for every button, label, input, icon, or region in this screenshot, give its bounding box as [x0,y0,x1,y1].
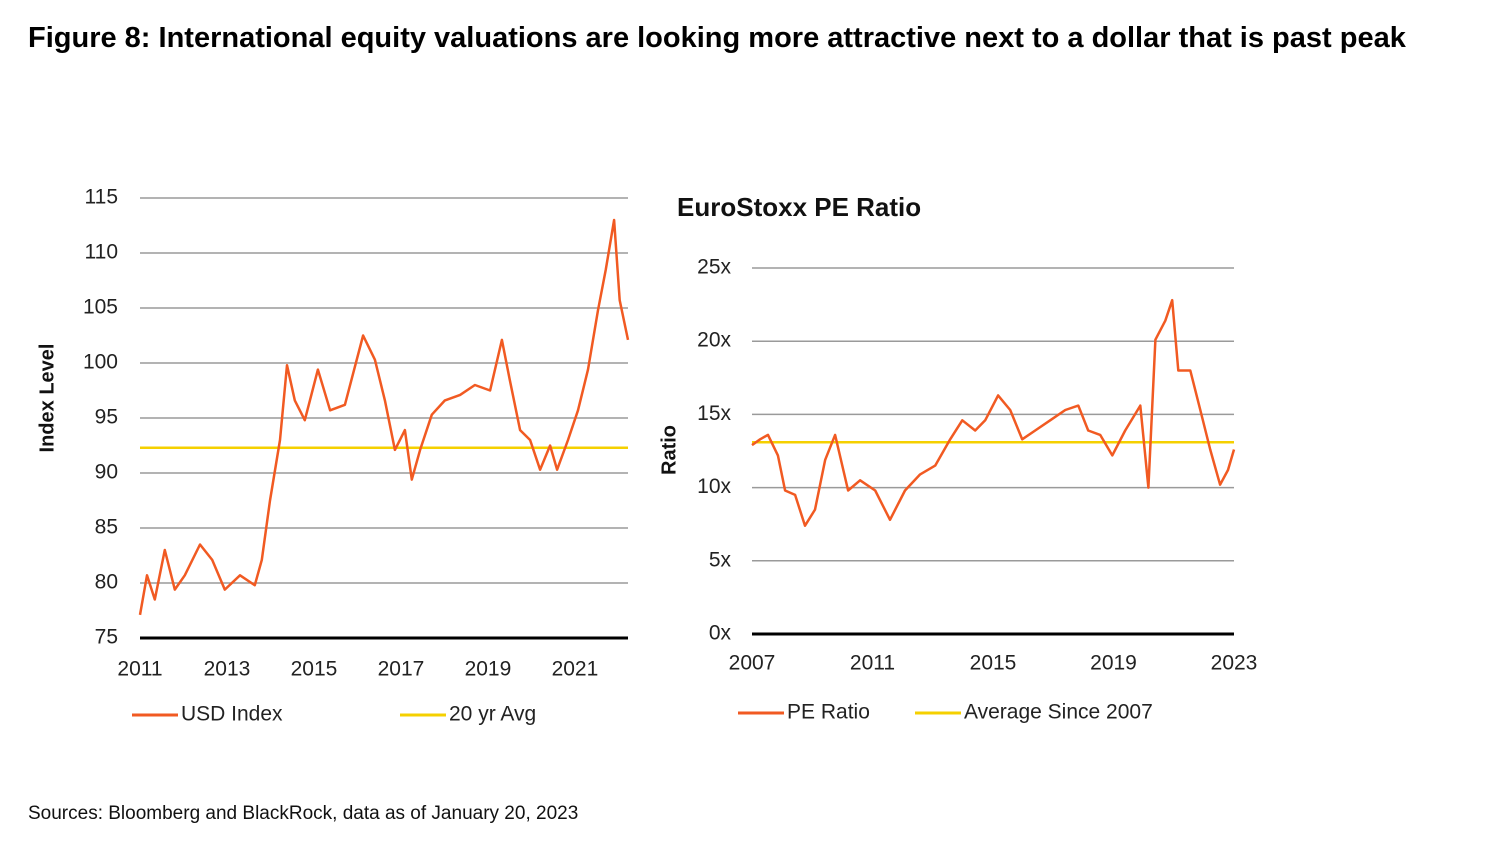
y-tick-label: 80 [95,571,118,594]
x-tick-label: 2023 [1211,652,1258,675]
y-tick-label: 85 [95,516,118,539]
y-tick-label: 105 [83,296,118,319]
y-axis-label: Index Level [36,344,58,453]
y-tick-label: 115 [85,186,118,209]
source-note: Sources: Bloomberg and BlackRock, data a… [28,803,579,824]
x-tick-label: 2007 [729,652,776,675]
x-tick-label: 2011 [117,658,162,681]
data-line [751,298,1236,527]
y-tick-label: 10x [697,475,731,498]
legend-label: PE Ratio [787,701,870,724]
legend-label: 20 yr Avg [449,703,536,726]
figure-title: Figure 8: International equity valuation… [28,22,1406,54]
x-tick-label: 2021 [552,658,599,681]
y-tick-label: 75 [95,626,118,649]
y-tick-label: 5x [709,548,732,571]
x-tick-label: 2017 [378,658,425,681]
x-tick-label: 2019 [1090,652,1137,675]
y-tick-label: 110 [85,241,118,264]
x-tick-label: 2019 [465,658,512,681]
x-tick-label: 2015 [291,658,338,681]
chart-title: EuroStoxx PE Ratio [677,192,921,222]
y-tick-label: 25x [697,256,731,279]
y-tick-label: 100 [83,351,118,374]
y-tick-label: 0x [709,622,732,645]
y-tick-label: 15x [697,402,731,425]
y-axis-label: Ratio [658,425,680,475]
x-tick-label: 2015 [970,652,1017,675]
y-tick-label: 95 [95,406,118,429]
y-tick-label: 90 [95,461,118,484]
legend-label: Average Since 2007 [964,701,1153,724]
y-tick-label: 20x [697,329,731,352]
x-tick-label: 2013 [204,658,251,681]
data-line [138,218,630,616]
legend-label: USD Index [181,703,283,726]
x-tick-label: 2011 [850,652,895,675]
